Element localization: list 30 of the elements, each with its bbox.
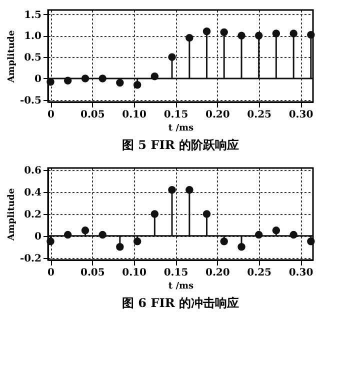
x-tick-label: 0.10 <box>122 110 147 120</box>
x-tick-label: 0 <box>48 110 55 120</box>
y-tick-label: -0.5 <box>20 95 42 106</box>
x-axis-title: t /ms <box>168 124 194 134</box>
x-tick-label: 0.05 <box>80 110 105 120</box>
y-tick-label: 0.4 <box>24 188 42 199</box>
x-tick-label: 0.30 <box>288 110 314 120</box>
y-tick-label: 0.6 <box>24 166 42 177</box>
y-tick-label: 1.0 <box>24 31 42 42</box>
x-tick-label: 0.25 <box>247 110 272 120</box>
y-tick-label: 0 <box>34 74 42 85</box>
x-tick-label: 0.15 <box>164 268 188 278</box>
x-tick-label: 0.30 <box>288 268 314 278</box>
text: 图 5 FIR 的阶跃响应 <box>122 138 239 152</box>
x-axis-title: t /ms <box>168 282 194 292</box>
x-tick-label: 0.05 <box>80 268 105 278</box>
x-tick-label: 0.20 <box>205 110 230 120</box>
y-axis-title: Amplitude <box>6 30 17 84</box>
y-tick-label: 0.5 <box>24 52 42 64</box>
x-tick-label: 0.10 <box>122 268 147 278</box>
y-tick-label: 0 <box>34 231 42 242</box>
y-tick-label: 0.2 <box>24 210 42 220</box>
text: 图 6 FIR 的冲击响应 <box>122 296 239 310</box>
y-tick-label: -0.2 <box>20 253 42 264</box>
x-tick-label: 0.20 <box>205 268 230 278</box>
y-tick-label: 1.5 <box>24 10 42 21</box>
y-axis-title: Amplitude <box>6 188 17 242</box>
x-tick-label: 0 <box>48 268 55 278</box>
x-tick-label: 0.25 <box>247 268 272 278</box>
x-tick-label: 0.15 <box>164 110 188 120</box>
